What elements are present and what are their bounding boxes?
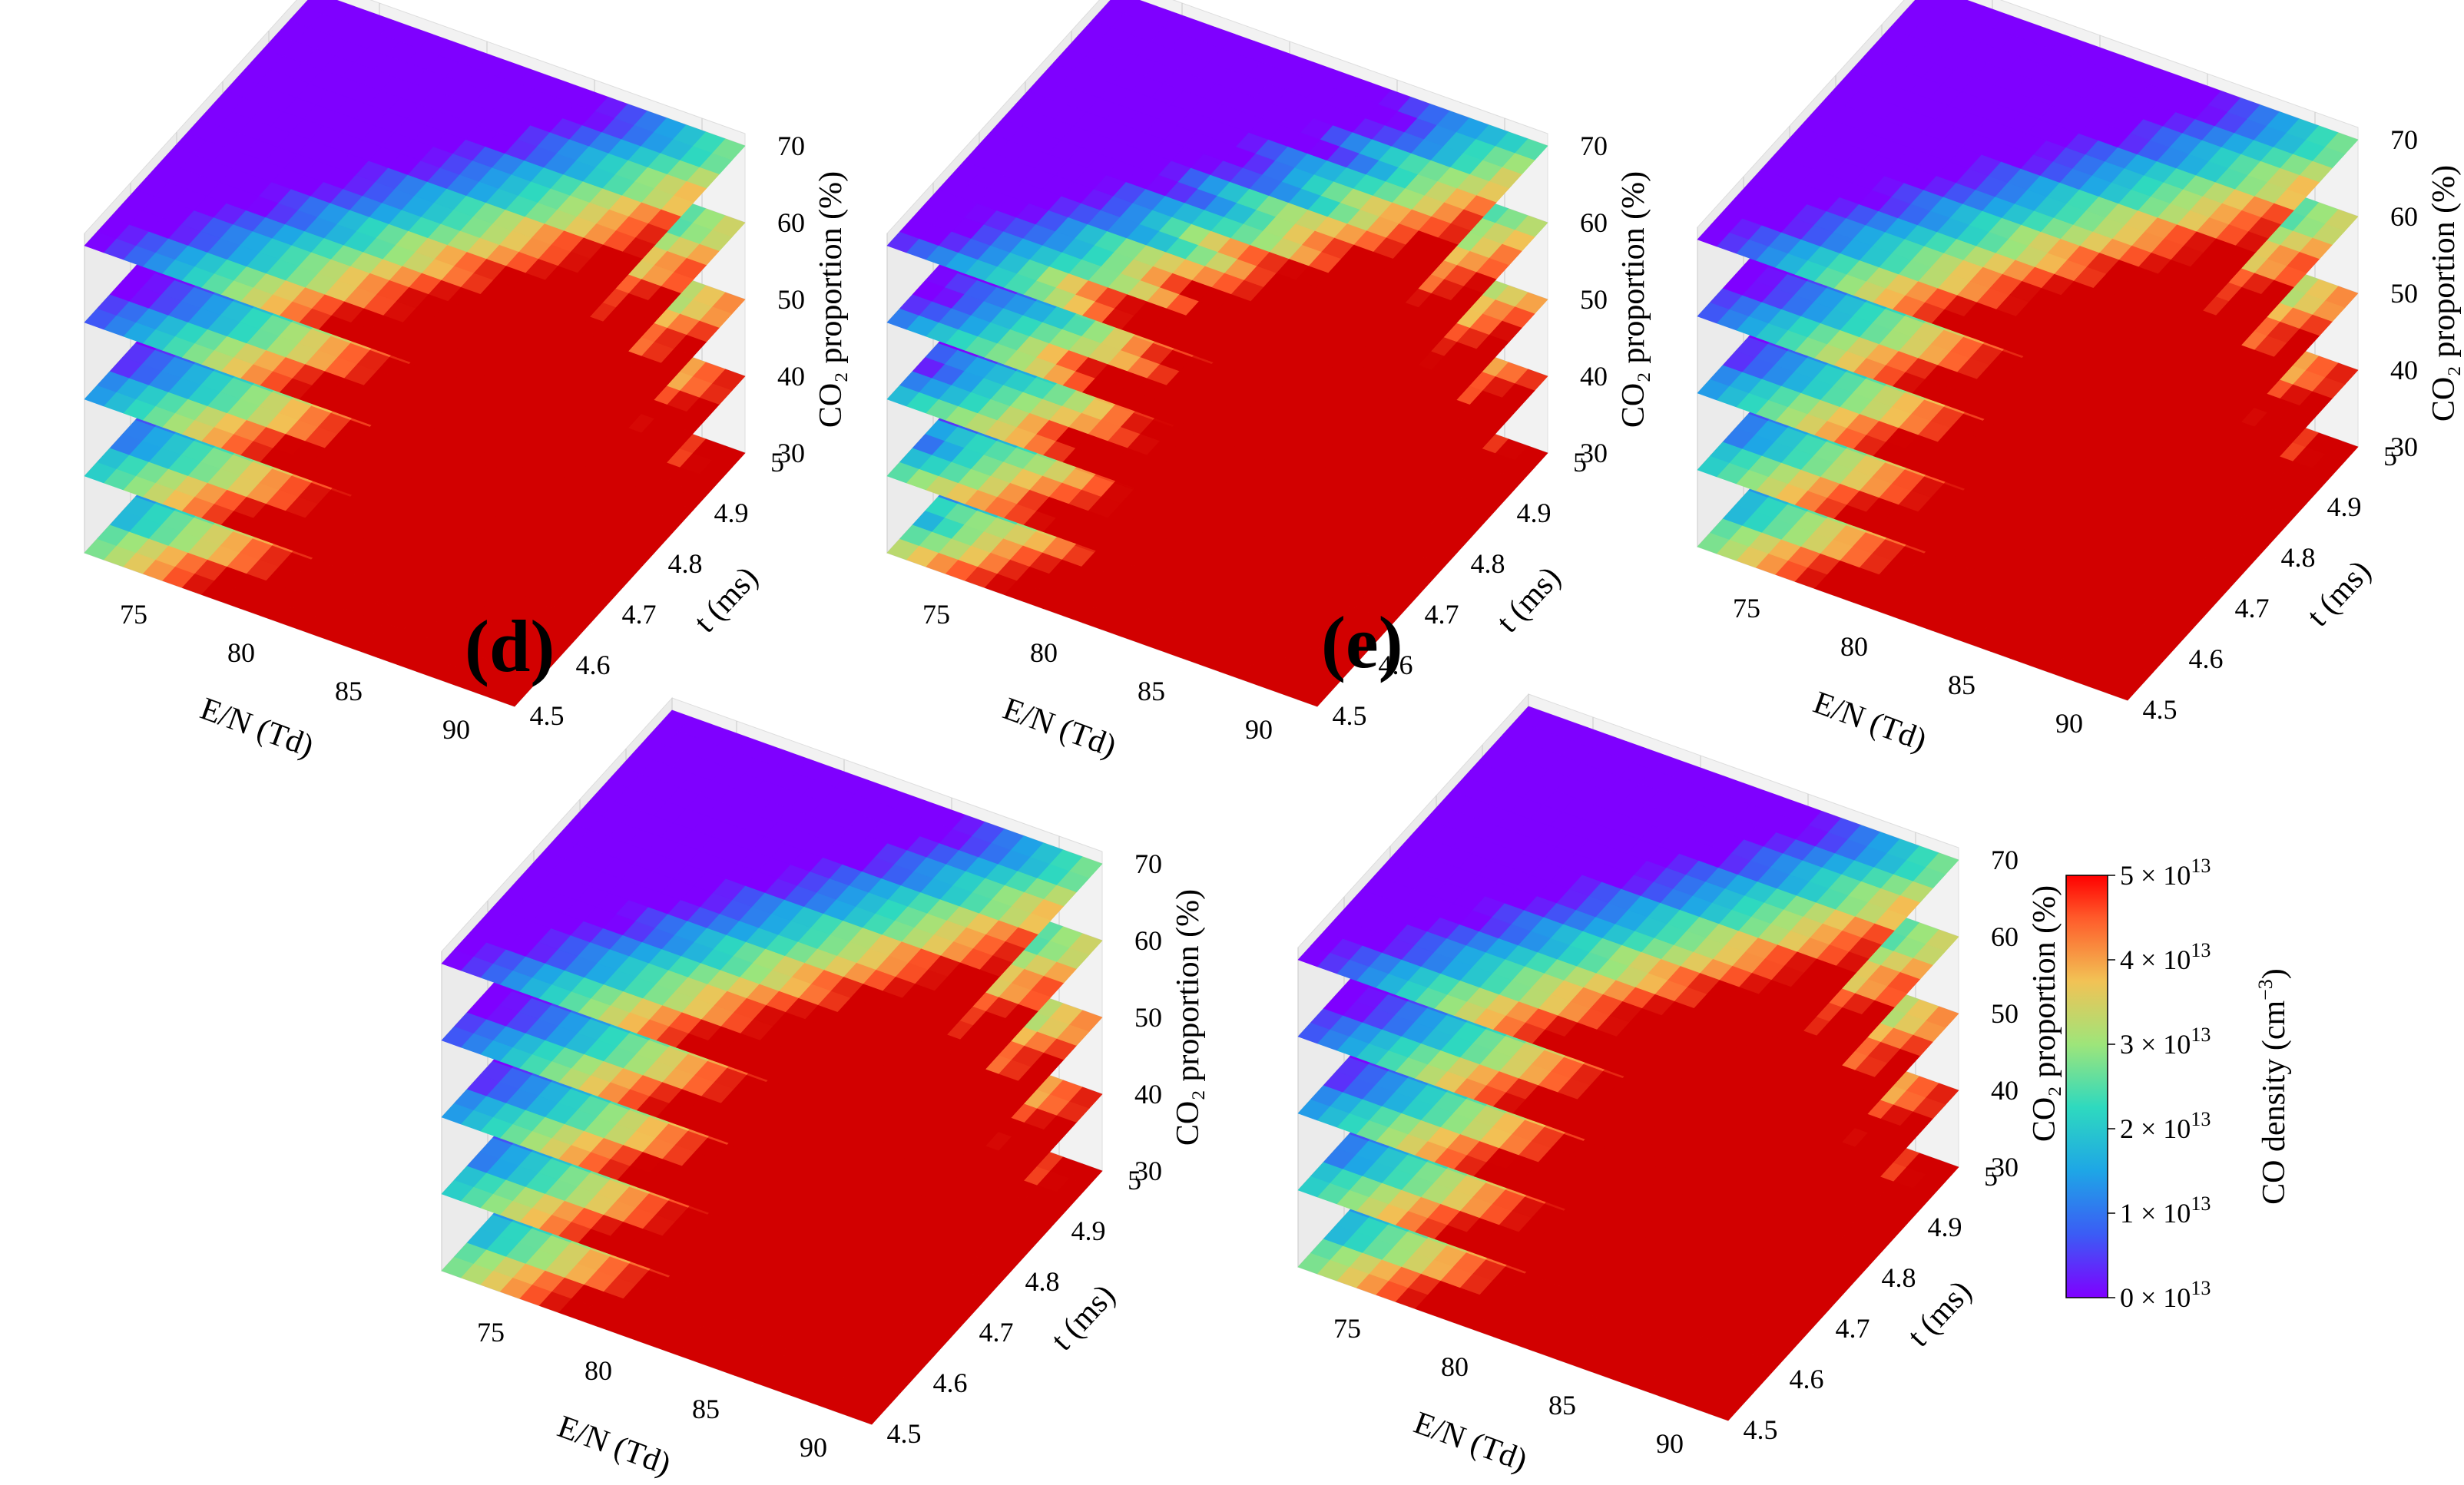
z-axis-label: CO₂ proportion (%) — [813, 171, 849, 428]
x-tick-label: 75 — [120, 599, 147, 630]
x-axis-label: E/N (Td) — [999, 691, 1121, 764]
z-axis-label: CO₂ proportion (%) — [1616, 171, 1651, 428]
z-tick-label: 60 — [1580, 207, 1608, 238]
z-tick-label: 50 — [1580, 284, 1608, 315]
y-tick-label: 4.5 — [1333, 700, 1367, 731]
x-tick-label: 90 — [1245, 714, 1273, 745]
y-tick-label: 4.7 — [1425, 599, 1459, 630]
y-tick-label: 4.5 — [530, 700, 565, 731]
z-tick-label: 40 — [777, 361, 805, 392]
z-tick-label: 70 — [1580, 131, 1608, 161]
x-tick-label: 85 — [1138, 676, 1165, 706]
x-tick-label: 90 — [442, 714, 470, 745]
y-tick-label: 4.9 — [714, 498, 749, 528]
z-tick-label: 50 — [777, 284, 805, 315]
x-tick-label: 80 — [1030, 637, 1058, 668]
z-tick-label: 30 — [1580, 438, 1608, 468]
x-tick-label: 75 — [922, 599, 950, 630]
x-tick-label: 80 — [227, 637, 255, 668]
z-tick-label: 70 — [777, 131, 805, 161]
z-tick-label: 40 — [1580, 361, 1608, 392]
y-tick-label: 4.8 — [668, 548, 703, 579]
heatmap-cell — [712, 445, 746, 468]
y-tick-label: 4.8 — [1471, 548, 1505, 579]
y-tick-label: 4.7 — [622, 599, 657, 630]
z-tick-label: 30 — [777, 438, 805, 468]
y-tick-label: 4.6 — [576, 650, 611, 680]
x-tick-label: 85 — [335, 676, 363, 706]
y-tick-label: 4.9 — [1517, 498, 1552, 528]
x-axis-label: E/N (Td) — [196, 691, 318, 764]
z-tick-label: 60 — [777, 207, 805, 238]
